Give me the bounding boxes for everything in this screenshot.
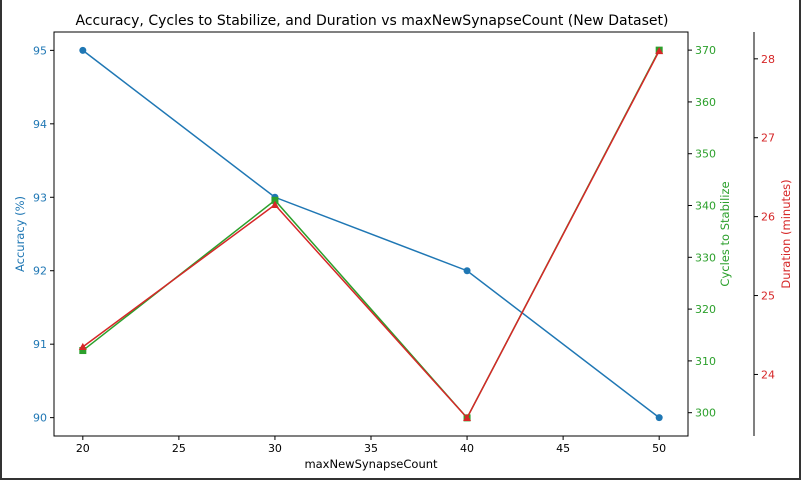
- x-tick-label: 45: [556, 442, 570, 455]
- y-tick-label-accuracy: 94: [33, 118, 47, 131]
- data-point-accuracy: [79, 46, 87, 54]
- data-point-accuracy: [655, 414, 663, 422]
- chart-marks: 20 25 30 35 40 45 50 90 91 92 93 94 95 300 310 320 330 34…: [33, 44, 775, 455]
- y-axis-label-accuracy: Accuracy (%): [13, 196, 27, 272]
- y-tick-label-duration: 24: [761, 368, 775, 381]
- y-tick-label-cycles: 310: [695, 355, 716, 368]
- y-tick-label-cycles: 320: [695, 303, 716, 316]
- data-point-cycles: [79, 347, 87, 355]
- y-axis-label-cycles: Cycles to Stabilize: [718, 181, 732, 286]
- y-tick-label-cycles: 370: [695, 44, 716, 57]
- y-tick-label-cycles: 360: [695, 96, 716, 109]
- y-tick-label-cycles: 340: [695, 200, 716, 213]
- data-point-duration: [655, 46, 664, 55]
- y-tick-label-duration: 27: [761, 132, 775, 145]
- y-tick-label-cycles: 300: [695, 407, 716, 420]
- y-tick-label-accuracy: 90: [33, 412, 47, 425]
- y-tick-label-cycles: 330: [695, 251, 716, 264]
- series-line-accuracy: [82, 49, 660, 419]
- y-tick-label-duration: 25: [761, 290, 775, 303]
- y-tick-label-accuracy: 93: [33, 191, 47, 204]
- x-axis-label: maxNewSynapseCount: [304, 457, 438, 471]
- y-axis-label-duration: Duration (minutes): [779, 179, 793, 288]
- data-point-accuracy: [463, 267, 471, 275]
- data-point-duration: [270, 200, 279, 209]
- data-point-duration: [463, 413, 472, 422]
- series-line-duration: [82, 50, 660, 420]
- x-tick-label: 35: [364, 442, 378, 455]
- x-tick-label: 20: [76, 442, 90, 455]
- data-point-cycles: [271, 196, 279, 204]
- y-tick-label-cycles: 350: [695, 148, 716, 161]
- y-tick-label-accuracy: 95: [33, 44, 47, 57]
- data-point-duration: [78, 342, 87, 351]
- y-tick-label-accuracy: 92: [33, 265, 47, 278]
- x-tick-label: 30: [268, 442, 282, 455]
- y-tick-label-accuracy: 91: [33, 338, 47, 351]
- x-tick-label: 50: [652, 442, 666, 455]
- y-tick-label-duration: 28: [761, 53, 775, 66]
- x-tick-label: 40: [460, 442, 474, 455]
- chart-title: Accuracy, Cycles to Stabilize, and Durat…: [76, 13, 669, 29]
- x-tick-label: 25: [172, 442, 186, 455]
- y-tick-label-duration: 26: [761, 211, 775, 224]
